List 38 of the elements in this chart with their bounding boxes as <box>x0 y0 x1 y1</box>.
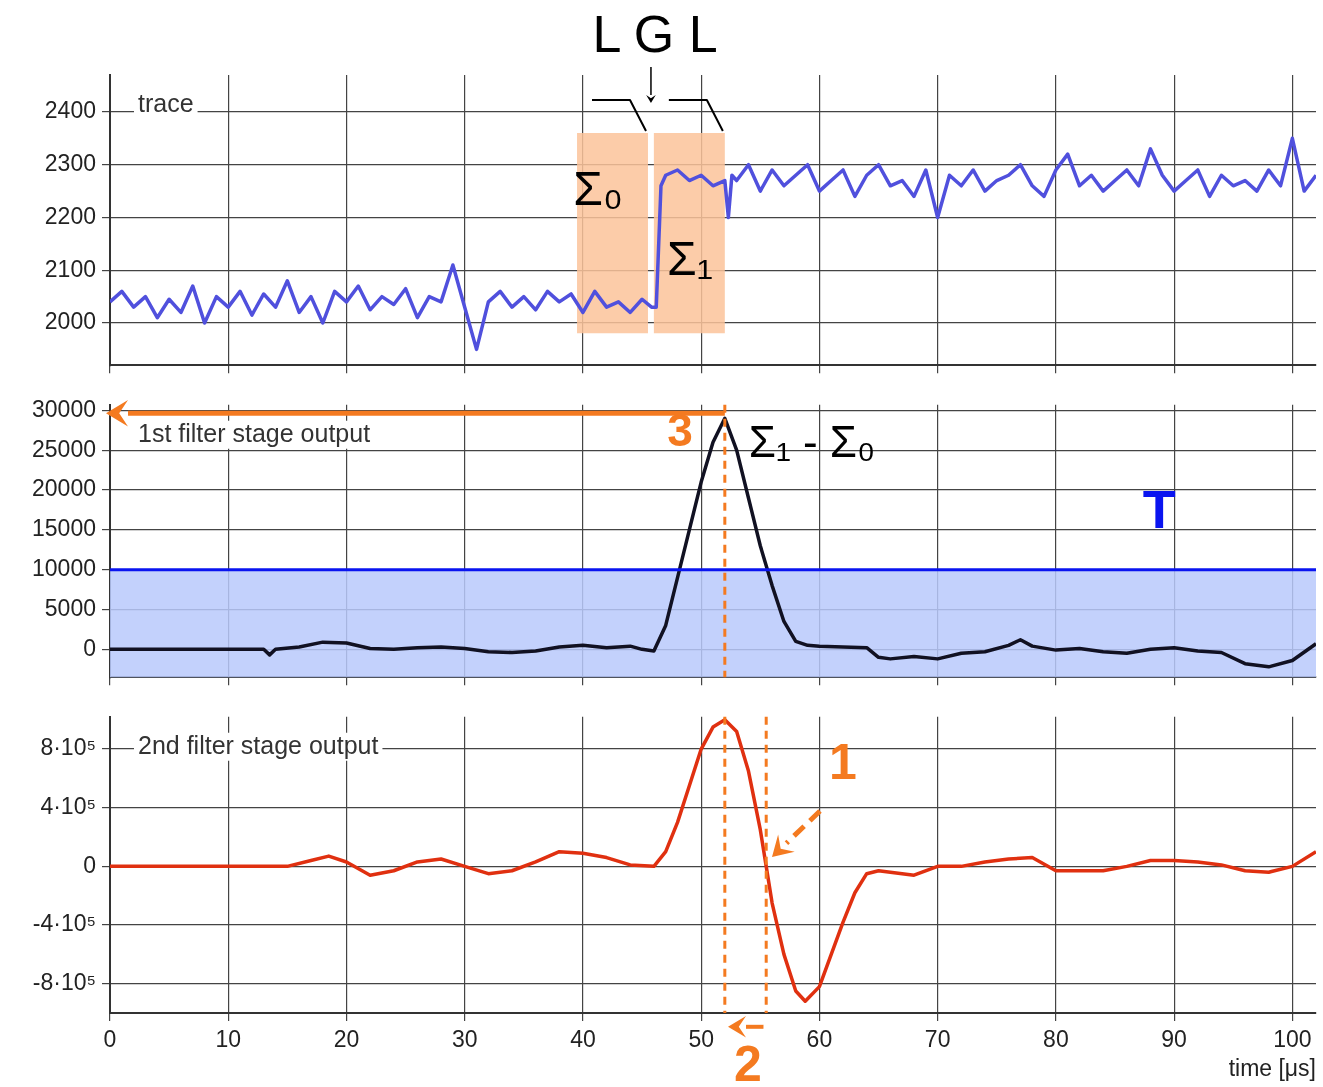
x-tick-label: 70 <box>924 1026 951 1053</box>
y-tick-label: 2000 <box>44 308 96 335</box>
x-tick-label: 80 <box>1043 1026 1069 1053</box>
y-tick-label: 8·10⁵ <box>40 734 96 761</box>
y-tick-label: 20000 <box>32 475 96 502</box>
y-tick-label: 10000 <box>32 555 96 582</box>
y-tick-label: 0 <box>83 851 96 878</box>
y-tick-label: 2300 <box>44 150 96 177</box>
y-tick-label: 2400 <box>44 97 96 124</box>
y-tick-label: 5000 <box>44 594 96 621</box>
x-tick-label: 10 <box>215 1026 242 1053</box>
x-tick-label: 90 <box>1161 1026 1187 1053</box>
x-tick-label: 60 <box>806 1026 833 1053</box>
annotation: Σ₁ <box>667 232 713 286</box>
x-axis-title: time [μs] <box>1228 1054 1316 1081</box>
x-tick-label: 40 <box>570 1026 596 1053</box>
text: L G L <box>592 5 718 64</box>
x-tick-label: 30 <box>451 1026 478 1053</box>
text: trace <box>138 89 194 118</box>
x-tick-label: 100 <box>1273 1026 1312 1053</box>
x-tick-label: 20 <box>333 1026 360 1053</box>
y-tick-label: 2100 <box>44 255 96 282</box>
annotation: 1 <box>829 733 857 790</box>
y-tick-label: 4·10⁵ <box>40 793 96 820</box>
x-tick-label: 50 <box>688 1026 714 1053</box>
annotation: Σ₀ <box>573 162 623 216</box>
y-tick-label: -8·10⁵ <box>32 969 96 996</box>
y-tick-label: 30000 <box>32 395 96 422</box>
y-tick-label: 25000 <box>32 435 96 462</box>
text: 1st filter stage output <box>138 419 371 448</box>
text: 2 <box>734 1035 762 1087</box>
y-tick-label: -4·10⁵ <box>32 910 96 937</box>
text: 2nd filter stage output <box>138 731 379 760</box>
y-tick-label: 15000 <box>32 515 96 542</box>
x-tick-label: 0 <box>103 1026 117 1053</box>
y-tick-label: 2200 <box>44 202 96 229</box>
annotation: 3 <box>667 403 693 456</box>
y-tick-label: 0 <box>83 634 96 661</box>
